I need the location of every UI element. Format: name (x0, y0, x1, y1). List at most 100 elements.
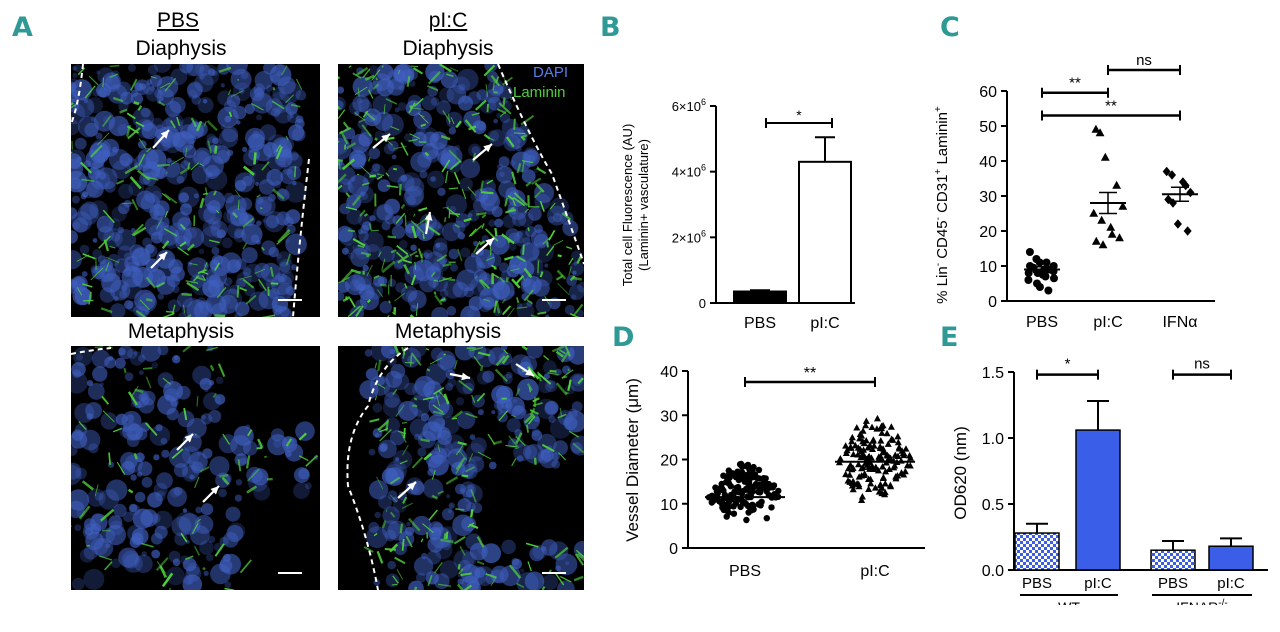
data-point (874, 467, 882, 474)
data-point (906, 451, 914, 459)
white-arrow (424, 211, 433, 235)
data-point (720, 506, 728, 514)
data-point (1173, 219, 1182, 229)
laminin-vessels (338, 64, 584, 317)
data-point (849, 450, 857, 458)
data-point (1106, 222, 1116, 231)
data-point (734, 483, 742, 491)
y-tick-label: 1.0 (982, 431, 1004, 448)
data-point (878, 422, 886, 430)
group-label-wt: WT (1058, 599, 1080, 605)
data-point (1100, 152, 1110, 161)
data-point (724, 477, 731, 484)
data-point (1044, 286, 1053, 295)
data-point (1042, 258, 1051, 267)
group-label-ifnar: IFNAR-/- (1176, 598, 1227, 605)
y-tick-label: 0 (699, 296, 706, 311)
chart-b: 0 2×106 4×106 6×106 PBS pI:C * Total cell Fluor… (620, 97, 855, 332)
data-point (735, 489, 743, 496)
y-tick-label: 30 (660, 408, 678, 425)
data-point (851, 441, 859, 449)
data-point (1024, 276, 1033, 284)
data-point (760, 475, 767, 482)
chart-e: 0.0 0.5 1.0 1.5 PBS pI:C PBS pI:C WT IFNAR-/- * ns O… (951, 356, 1268, 605)
data-point (871, 484, 879, 491)
data-point (867, 479, 875, 487)
data-point (858, 493, 866, 500)
data-point (1035, 283, 1044, 291)
x-tick-label: PBS (729, 563, 761, 580)
data-point (879, 474, 887, 482)
data-point (1097, 215, 1107, 224)
data-point (877, 437, 885, 444)
data-point (1098, 240, 1108, 249)
dapi-nuclei (71, 64, 307, 317)
x-tick-label: pI:C (1093, 314, 1122, 331)
data-point (884, 440, 892, 447)
data-point (853, 424, 861, 431)
y-tick-label: 60 (979, 84, 997, 101)
data-point (749, 474, 756, 481)
data-point (887, 423, 895, 430)
data-point (882, 467, 890, 475)
data-point (898, 469, 906, 476)
data-point (859, 463, 867, 471)
bar-4 (1208, 545, 1254, 571)
y-tick-label: 40 (660, 364, 678, 381)
laminin-vessels (71, 346, 318, 590)
series-3 (1162, 166, 1195, 236)
data-point (860, 439, 868, 447)
data-point (1089, 208, 1099, 217)
legend-laminin: Laminin (513, 84, 566, 101)
data-point (864, 444, 872, 451)
data-point (848, 433, 856, 441)
y-tick-label: 2×106 (672, 228, 706, 245)
y-axis-label: Vessel Diameter (μm) (623, 378, 642, 542)
column-title-pbs: PBS (156, 9, 200, 32)
data-point (763, 515, 770, 522)
data-point (846, 471, 854, 478)
x-tick-label: pI:C (810, 315, 839, 332)
significance-label: ** (1105, 97, 1117, 114)
data-point (836, 454, 844, 462)
data-point (856, 435, 864, 442)
data-point (768, 504, 775, 511)
data-point (1118, 201, 1128, 210)
data-point (1168, 170, 1177, 180)
data-point (1186, 187, 1195, 198)
data-point (1183, 226, 1192, 236)
significance-label: * (796, 107, 802, 123)
white-arrow (150, 251, 168, 269)
data-point (868, 423, 876, 430)
white-arrow (372, 133, 391, 149)
panel-c-label: C (940, 12, 960, 43)
data-point (1112, 180, 1122, 189)
x-tick-label: PBS (744, 315, 776, 332)
series-2 (835, 414, 915, 504)
micrograph-metaphysis-pic (338, 346, 584, 590)
x-tick-label: PBS (1158, 575, 1188, 592)
y-tick-label: 1.5 (982, 365, 1004, 382)
x-tick-label: PBS (1026, 314, 1058, 331)
y-axis-label: % Lin- CD45- CD31+ Laminin+ (933, 106, 951, 304)
data-point (864, 461, 872, 468)
data-point (878, 489, 886, 497)
data-point (720, 487, 727, 494)
data-point (887, 454, 895, 462)
column-title-pic: pI:C (428, 9, 468, 32)
series-2 (1089, 124, 1128, 249)
tissue-boundary (71, 347, 112, 355)
y-tick-label: 0 (669, 541, 678, 558)
data-point (881, 480, 889, 487)
y-axis-label-line1: Total cell Fluorescence (AU) (620, 124, 635, 287)
data-point (847, 443, 855, 450)
data-point (756, 501, 763, 508)
tissue-boundary (497, 64, 584, 265)
white-arrow (397, 481, 417, 499)
data-point (855, 460, 863, 468)
data-point (883, 429, 891, 437)
data-point (875, 453, 883, 460)
data-point (846, 461, 855, 468)
significance-label: * (1065, 356, 1071, 373)
data-point (1024, 269, 1033, 277)
